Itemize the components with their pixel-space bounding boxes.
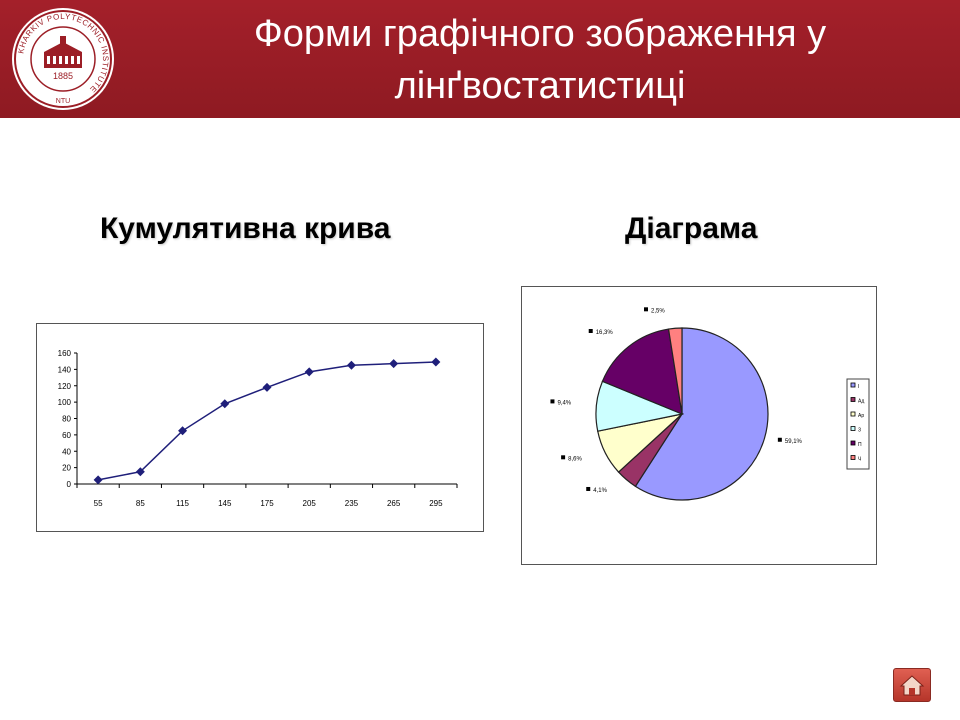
header-bar: KHARKIV POLYTECHNIC INSTITUTE 1885 NTU Ф… — [0, 0, 960, 118]
pie-chart-panel: 59,1% 4,1% 8,6% 9,4% 16,3% 2,5% І Ад Ар З П Ч — [521, 286, 877, 565]
data-point-marker — [304, 367, 314, 377]
pie-data-label: 9,4% — [550, 399, 572, 406]
cumulative-chart-panel: 0 20 40 60 80 100 120 140 160 55 85 115 145 175 205 23… — [36, 323, 484, 532]
home-icon — [899, 675, 925, 696]
legend-entry-label: І — [858, 384, 859, 390]
y-tick-label: 160 — [58, 349, 72, 358]
pie-data-label-text: 8,6% — [568, 456, 582, 462]
y-tick-label: 0 — [67, 480, 72, 489]
data-point-marker — [431, 357, 441, 367]
pie-slice — [634, 327, 769, 501]
x-tick-label: 265 — [387, 499, 401, 508]
pie-data-label-text: 9,4% — [557, 400, 571, 406]
y-tick-label: 80 — [62, 415, 71, 424]
legend-entry-label: Ар — [858, 413, 864, 419]
legend-entry: І — [850, 382, 859, 390]
x-tick-label: 295 — [429, 499, 443, 508]
y-tick-label: 40 — [62, 447, 71, 456]
pie-data-label: 8,6% — [561, 455, 582, 462]
diagram-heading: Діаграма — [625, 212, 758, 245]
legend-entry-label: Ад — [858, 399, 864, 405]
x-tick-label: 175 — [260, 499, 274, 508]
y-tick-label: 60 — [62, 431, 71, 440]
pie-chart: 59,1% 4,1% 8,6% 9,4% 16,3% 2,5% І Ад Ар З П Ч — [550, 307, 870, 501]
university-logo: KHARKIV POLYTECHNIC INSTITUTE 1885 NTU — [12, 8, 114, 110]
legend-entry: П — [850, 440, 862, 448]
x-tick-label: 205 — [303, 499, 317, 508]
cumulative-curve-heading: Кумулятивна крива — [100, 212, 391, 245]
legend-entry: З — [850, 426, 861, 434]
legend-entry-label: Ч — [858, 457, 861, 463]
y-tick-label: 140 — [58, 365, 72, 374]
data-point-marker — [389, 359, 399, 369]
x-tick-label: 115 — [176, 499, 189, 508]
pie-data-label-text: 2,5% — [651, 308, 665, 314]
legend-entry: Ч — [850, 455, 861, 463]
logo-abbr: NTU — [56, 98, 70, 105]
data-point-marker — [178, 426, 188, 436]
slide-title-line2: лінґвостатистиці — [394, 65, 686, 107]
data-point-marker — [93, 475, 103, 485]
legend-entry: Ар — [850, 411, 864, 419]
data-point-marker — [346, 360, 356, 370]
x-tick-label: 85 — [136, 499, 145, 508]
legend-entry-label: П — [858, 442, 862, 448]
legend-entry-label: З — [858, 428, 861, 434]
data-point-marker — [135, 467, 145, 477]
pie-data-label-text: 16,3% — [596, 330, 614, 336]
x-tick-label: 235 — [345, 499, 359, 508]
pie-data-label: 16,3% — [588, 328, 614, 336]
cumulative-line-chart: 0 20 40 60 80 100 120 140 160 55 85 115 145 175 205 23… — [58, 349, 458, 508]
y-tick-label: 100 — [58, 398, 72, 407]
pie-slice — [601, 328, 683, 415]
pie-data-label-text: 59,1% — [785, 439, 803, 445]
logo-year: 1885 — [53, 71, 73, 81]
x-tick-label: 145 — [218, 499, 232, 508]
pie-data-label-text: 4,1% — [593, 488, 607, 494]
home-button[interactable] — [893, 668, 931, 702]
pie-data-label: 2,5% — [643, 307, 665, 314]
slide-title-line1: Форми графічного зображення у — [253, 13, 827, 55]
pie-data-label: 4,1% — [586, 486, 608, 494]
x-tick-label: 55 — [94, 499, 103, 508]
slide-title: Форми графічного зображення у лінґвостат… — [130, 8, 950, 112]
pie-data-label: 59,1% — [777, 437, 803, 445]
data-point-marker — [262, 382, 272, 392]
data-point-marker — [220, 399, 230, 409]
cumulative-series-line — [97, 361, 436, 481]
pie-slice — [667, 327, 683, 415]
y-tick-label: 120 — [58, 382, 72, 391]
legend-entry: Ад — [850, 397, 864, 405]
legend-box — [846, 378, 870, 470]
y-tick-label: 20 — [62, 464, 71, 473]
